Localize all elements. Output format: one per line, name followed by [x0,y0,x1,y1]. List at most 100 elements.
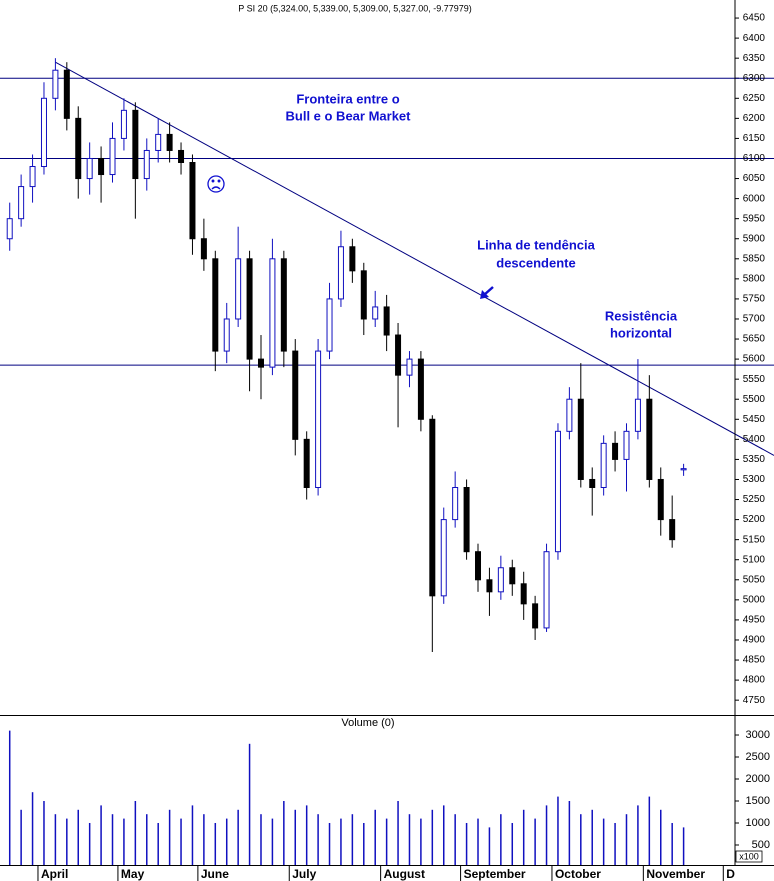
candle-body [372,306,379,320]
candle-body [623,430,630,460]
candle-body [634,398,641,432]
candle-body [349,246,356,272]
volume-bar [248,743,251,865]
candle-body [475,551,482,581]
volume-bar [648,796,651,865]
volume-bar [682,827,685,865]
y-tick-label: 5850 [743,253,766,264]
candle-body [383,306,390,336]
candle-body [612,442,619,460]
volume-bar [500,814,502,865]
volume-bar [157,822,159,865]
unit-box [735,850,763,863]
x-tick-label: September [464,867,526,881]
candle-body [532,603,539,629]
annotation: descendente [496,255,575,270]
y-tick-label: 1000 [746,817,770,829]
candle-body [235,258,242,320]
volume-bar [557,796,559,865]
candle-body [75,117,82,180]
candle-body [303,438,310,488]
x-tick-label: June [201,867,229,881]
volume-bar [420,818,422,865]
volume-bar [511,822,514,865]
volume-bar [568,800,571,865]
candle-body [143,149,150,180]
candle-body [326,298,333,352]
candle-body [646,398,653,480]
volume-bar [43,800,45,865]
y-tick-label: 6300 [743,73,766,84]
candle-body [566,398,573,432]
volume-bar [340,818,342,865]
volume-bar [545,805,548,865]
volume-bar [328,822,331,865]
volume-bar [671,822,673,865]
y-tick-label: 5350 [743,454,766,465]
volume-bar [602,818,605,865]
volume-bar [637,805,639,865]
volume-bar [111,814,114,865]
y-tick-label: 5900 [743,233,766,244]
candle-body [497,567,504,593]
candle-body [554,430,561,553]
sad-face-icon [207,175,225,193]
x-tick-label: D [726,867,735,881]
candle-body [246,258,253,360]
candle-body [155,133,162,151]
candle-body [543,551,550,629]
y-tick-label: 5750 [743,294,766,305]
volume-bar [54,814,57,865]
y-tick-label: 5200 [743,514,766,525]
y-tick-label: 4800 [743,675,766,686]
volume-bar [203,814,205,865]
y-tick-label: 6350 [743,53,766,64]
y-tick-label: 6400 [743,33,766,44]
mark-layer [6,58,687,865]
candle-body [577,398,584,480]
y-tick-label: 5400 [743,434,766,445]
volume-bar [363,822,365,865]
y-tick-label: 5100 [743,554,766,565]
volume-bar [591,809,593,865]
y-tick-label: 6100 [743,153,766,164]
candle-body [509,567,516,585]
candle-body [223,318,230,352]
y-tick-label: 3000 [746,729,770,741]
y-tick-label: 6000 [743,193,766,204]
candle-body [109,137,116,176]
y-tick-label: 5450 [743,414,766,425]
annotation: Resistência [605,308,678,323]
candle-body [589,478,596,489]
y-tick-label: 4950 [743,615,766,626]
volume-bar [123,818,125,865]
candle-body [406,358,413,376]
y-tick-label: 5050 [743,574,766,585]
volume-bar [442,805,445,865]
candle-body [29,166,36,188]
volume-bar [397,800,399,865]
candle-body [212,258,219,352]
volume-bar [408,814,411,865]
candle-body [52,69,59,99]
candle-body [63,69,70,119]
annotation: Bull e o Bear Market [286,108,412,123]
candle-body [166,133,173,151]
chart-title: P SI 20 (5,324.00, 5,339.00, 5,309.00, 5… [238,3,472,13]
candle-body [200,238,207,260]
y-tick-label: 5550 [743,374,766,385]
candle-body [18,186,25,220]
candle-body [257,358,264,368]
volume-bar [146,814,148,865]
candle-body [463,487,470,553]
y-tick-label: 5800 [743,273,766,284]
volume-bar [580,814,582,865]
x-tick-label: August [384,867,425,881]
y-tick-label: 6050 [743,173,766,184]
volume-bar [100,805,102,865]
y-tick-label: 2500 [746,751,770,763]
x-tick-label: October [555,867,601,881]
volume-bar [351,814,354,865]
